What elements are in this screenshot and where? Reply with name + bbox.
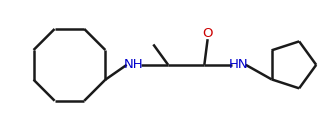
Text: NH: NH: [124, 58, 144, 71]
Text: HN: HN: [229, 58, 249, 71]
Text: O: O: [202, 27, 213, 40]
